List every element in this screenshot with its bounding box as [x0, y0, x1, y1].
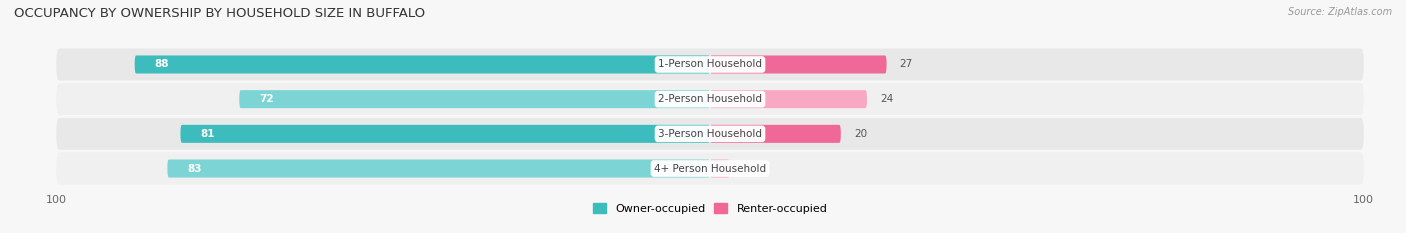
Text: 2-Person Household: 2-Person Household: [658, 94, 762, 104]
Text: 20: 20: [853, 129, 868, 139]
Text: 81: 81: [200, 129, 215, 139]
FancyBboxPatch shape: [710, 160, 730, 178]
Text: 88: 88: [155, 59, 169, 69]
FancyBboxPatch shape: [710, 125, 841, 143]
Text: 83: 83: [187, 164, 201, 174]
Text: 72: 72: [259, 94, 274, 104]
Text: 1-Person Household: 1-Person Household: [658, 59, 762, 69]
Text: 3-Person Household: 3-Person Household: [658, 129, 762, 139]
FancyBboxPatch shape: [710, 55, 887, 73]
FancyBboxPatch shape: [167, 160, 710, 178]
FancyBboxPatch shape: [239, 90, 710, 108]
Text: 27: 27: [900, 59, 912, 69]
FancyBboxPatch shape: [56, 118, 1364, 150]
Text: 3: 3: [742, 164, 749, 174]
FancyBboxPatch shape: [56, 83, 1364, 115]
FancyBboxPatch shape: [56, 48, 1364, 80]
Legend: Owner-occupied, Renter-occupied: Owner-occupied, Renter-occupied: [588, 199, 832, 218]
Text: Source: ZipAtlas.com: Source: ZipAtlas.com: [1288, 7, 1392, 17]
Text: OCCUPANCY BY OWNERSHIP BY HOUSEHOLD SIZE IN BUFFALO: OCCUPANCY BY OWNERSHIP BY HOUSEHOLD SIZE…: [14, 7, 425, 20]
FancyBboxPatch shape: [710, 90, 868, 108]
FancyBboxPatch shape: [180, 125, 710, 143]
FancyBboxPatch shape: [135, 55, 710, 73]
Text: 24: 24: [880, 94, 893, 104]
Text: 4+ Person Household: 4+ Person Household: [654, 164, 766, 174]
FancyBboxPatch shape: [56, 153, 1364, 185]
